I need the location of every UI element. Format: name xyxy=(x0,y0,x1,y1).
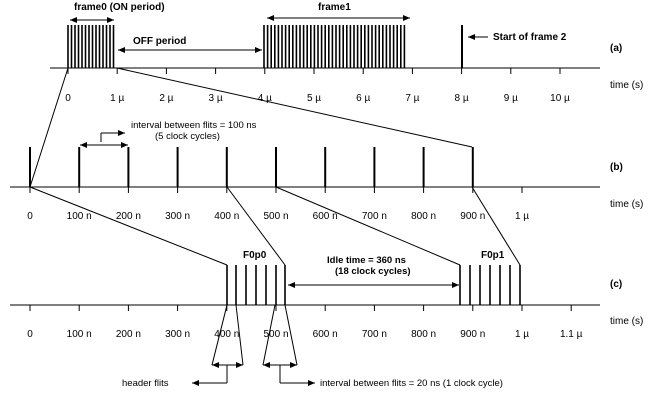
tick-label: 600 n xyxy=(313,211,338,222)
tick-label: 0 xyxy=(27,329,33,340)
interval-zoom-line-left xyxy=(262,304,276,366)
packet-f0p1-label: F0p1 xyxy=(481,250,505,261)
zoom-a-to-b-left xyxy=(29,67,69,188)
interval-zoom-line-right xyxy=(284,304,298,366)
tick-label: 8 µ xyxy=(455,93,469,104)
frame0-label: frame0 (ON period) xyxy=(74,2,165,13)
zoom-b-to-c-f0p0-left xyxy=(29,186,228,266)
interval-b-sublabel: (5 clock cycles) xyxy=(155,131,220,142)
tick-label: 900 n xyxy=(460,211,485,222)
row-a-label: (a) xyxy=(610,43,622,54)
tick-label: 500 n xyxy=(263,329,288,340)
start-frame2-label: Start of frame 2 xyxy=(493,32,567,43)
tick-label: 300 n xyxy=(165,329,190,340)
idle-time-sublabel: (18 clock cycles) xyxy=(335,266,411,277)
row-c-flits xyxy=(226,265,521,305)
tick-label: 600 n xyxy=(313,329,338,340)
tick-label: 1 µ xyxy=(515,211,529,222)
interval-b-label: interval between flits = 100 ns xyxy=(131,120,257,131)
header-flits-label: header flits xyxy=(122,378,169,389)
header-zoom-line-left xyxy=(211,304,228,366)
tick-label: 900 n xyxy=(460,329,485,340)
tick-label: 5 µ xyxy=(307,93,321,104)
zoom-b-to-c-f0p1-left xyxy=(275,186,461,266)
row-a: 0 1 µ 2 µ 3 µ 4 µ 5 µ 6 µ 7 µ 8 µ 9 µ 10 µ frame0 … xyxy=(50,2,643,104)
tick-label: 300 n xyxy=(165,211,190,222)
tick-label: 7 µ xyxy=(405,93,419,104)
header-zoom-line-right xyxy=(235,304,244,366)
tick-label: 400 n xyxy=(214,211,239,222)
zoom-projection-lines xyxy=(29,67,521,266)
row-b: 0 100 n 200 n 300 n 400 n 500 n 600 n 700 n 800 … xyxy=(10,120,643,222)
tick-label: 100 n xyxy=(67,211,92,222)
row-a-unit-label: time (s) xyxy=(610,80,643,91)
zoom-a-to-b-right xyxy=(116,67,473,148)
tick-label: 0 xyxy=(27,211,33,222)
row-b-unit-label: time (s) xyxy=(610,199,643,210)
row-c-label: (c) xyxy=(610,279,622,290)
tick-label: 6 µ xyxy=(356,93,370,104)
tick-label: 700 n xyxy=(362,329,387,340)
row-b-flits xyxy=(29,147,474,187)
packet-f0p0-label: F0p0 xyxy=(243,250,267,261)
row-b-label: (b) xyxy=(610,162,623,173)
tick-label: 4 µ xyxy=(258,93,272,104)
tick-label: 1.1 µ xyxy=(560,329,583,340)
zoom-b-to-c-f0p1-right xyxy=(471,186,521,266)
interval-c-label: interval between flits = 20 ns (1 clock … xyxy=(320,378,503,389)
tick-label: 500 n xyxy=(263,211,288,222)
tick-label: 9 µ xyxy=(504,93,518,104)
tick-label: 0 xyxy=(65,93,71,104)
row-c: 0 100 n 200 n 300 n 400 n 500 n 600 n 700 n 800 … xyxy=(10,250,643,389)
row-c-unit-label: time (s) xyxy=(610,316,643,327)
tick-label: 200 n xyxy=(116,211,141,222)
zoom-b-to-c-f0p0-right xyxy=(226,186,286,266)
row-a-ticks: 0 1 µ 2 µ 3 µ 4 µ 5 µ 6 µ 7 µ 8 µ 9 µ 10 µ xyxy=(65,68,570,104)
off-period-label: OFF period xyxy=(133,36,186,47)
tick-label: 1 µ xyxy=(515,329,529,340)
tick-label: 800 n xyxy=(411,211,436,222)
row-c-ticks: 0 100 n 200 n 300 n 400 n 500 n 600 n 700 n 800 … xyxy=(27,305,583,340)
tick-label: 800 n xyxy=(411,329,436,340)
tick-label: 2 µ xyxy=(159,93,173,104)
tick-label: 200 n xyxy=(116,329,141,340)
idle-time-label: Idle time = 360 ns xyxy=(327,255,406,266)
frame1-label: frame1 xyxy=(318,2,351,13)
tick-label: 3 µ xyxy=(209,93,223,104)
tick-label: 700 n xyxy=(362,211,387,222)
tick-label: 10 µ xyxy=(550,93,570,104)
row-b-ticks: 0 100 n 200 n 300 n 400 n 500 n 600 n 700 n 800 … xyxy=(27,187,529,222)
tick-label: 1 µ xyxy=(110,93,124,104)
row-a-frames xyxy=(67,25,463,68)
tick-label: 400 n xyxy=(214,329,239,340)
tick-label: 100 n xyxy=(67,329,92,340)
